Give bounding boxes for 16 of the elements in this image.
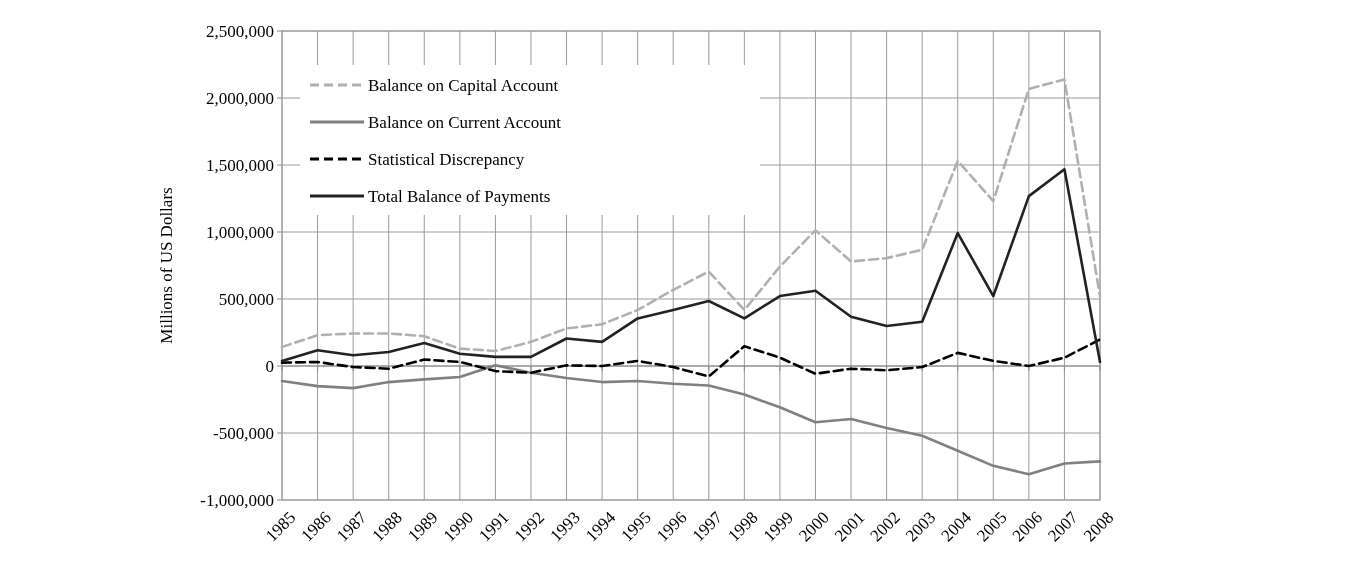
y-tick-label: 1,000,000: [206, 222, 274, 242]
line-series: [280, 338, 1102, 378]
legend-label: Statistical Discrepancy: [368, 149, 525, 169]
y-tick-label: -1,000,000: [200, 490, 274, 510]
legend-label: Balance on Capital Account: [368, 75, 559, 95]
line-series: [280, 364, 1102, 476]
y-tick-label: 500,000: [218, 289, 274, 309]
legend-label: Balance on Current Account: [368, 112, 562, 132]
y-tick-label: -500,000: [213, 423, 274, 443]
y-tick-label: 1,500,000: [206, 155, 274, 175]
line-series: [280, 78, 1102, 353]
legend-label: Total Balance of Payments: [368, 186, 551, 206]
y-tick-label: 2,000,000: [206, 88, 274, 108]
y-tick-label: 0: [265, 356, 274, 376]
y-tick-label: 2,500,000: [206, 21, 274, 41]
y-axis-title: Millions of US Dollars: [157, 187, 176, 344]
